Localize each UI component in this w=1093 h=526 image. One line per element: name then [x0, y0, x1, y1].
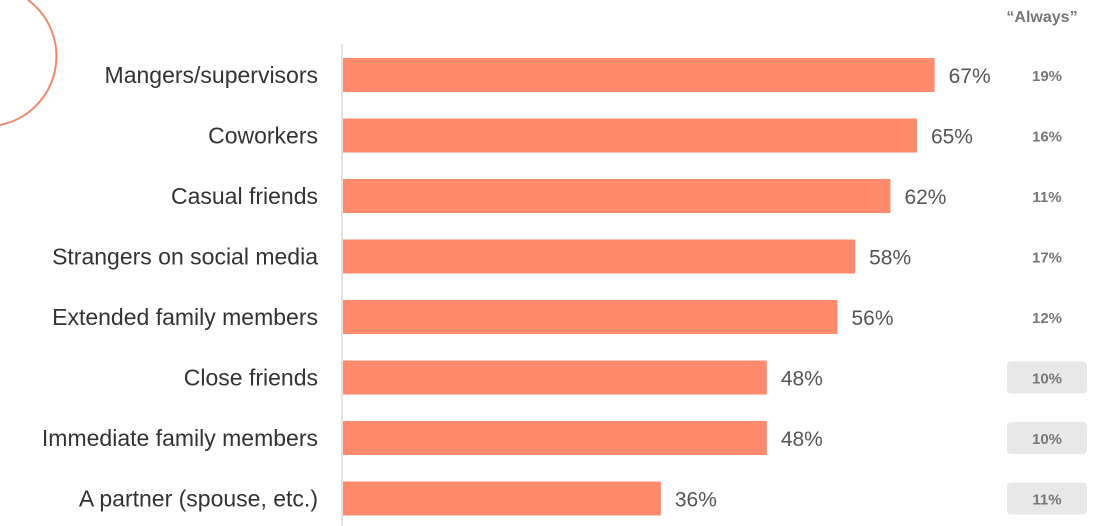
category-label: A partner (spouse, etc.) [79, 486, 318, 512]
always-value-highlight [1007, 422, 1087, 454]
always-value-label: 12% [1032, 310, 1062, 327]
always-value-label: 11% [1032, 189, 1061, 206]
always-column-header: “Always” [1006, 9, 1077, 26]
bar-value-label: 48% [781, 368, 823, 391]
bar-value-label: 36% [675, 489, 717, 512]
always-value-highlight [1007, 482, 1087, 515]
always-value-label: 10% [1032, 371, 1062, 388]
chart-rows: Mangers/supervisors 67% 19% Coworkers 65% 16%… [42, 58, 1087, 516]
bar [343, 118, 917, 153]
bar-value-label: 58% [869, 247, 911, 270]
bar [343, 421, 767, 455]
chart-row: Casual friends 62% 11% [171, 179, 1062, 213]
always-value-label: 17% [1032, 250, 1062, 267]
bar-value-label: 56% [851, 307, 893, 330]
chart-row: Extended family members 56% 12% [52, 300, 1062, 334]
bar [343, 179, 891, 213]
chart-row: Immediate family members 48% 10% [42, 421, 1087, 455]
chart-row: Close friends 48% 10% [184, 360, 1087, 395]
category-label: Strangers on social media [52, 244, 318, 270]
category-label: Casual friends [171, 183, 318, 209]
always-value-label: 11% [1032, 492, 1061, 509]
always-value-label: 10% [1032, 431, 1062, 448]
bar [343, 360, 767, 395]
always-value-highlight [1007, 361, 1087, 394]
category-label: Extended family members [52, 304, 318, 330]
chart-row: A partner (spouse, etc.) 36% 11% [79, 481, 1087, 516]
chart-row: Coworkers 65% 16% [208, 118, 1062, 153]
category-label: Close friends [184, 365, 318, 391]
bar-value-label: 62% [904, 186, 946, 209]
category-label: Immediate family members [42, 425, 318, 451]
bar [343, 481, 661, 516]
category-label: Mangers/supervisors [105, 62, 318, 88]
category-label: Coworkers [208, 123, 318, 149]
bar [343, 300, 838, 334]
bar-value-label: 65% [931, 126, 973, 149]
decorative-arc [0, 0, 58, 126]
chart-row: Mangers/supervisors 67% 19% [105, 58, 1062, 92]
bar-value-label: 67% [949, 65, 991, 88]
always-value-label: 19% [1032, 68, 1062, 85]
bar-value-label: 48% [781, 428, 823, 451]
bar [343, 58, 935, 92]
always-value-label: 16% [1032, 129, 1062, 146]
bar [343, 239, 856, 274]
chart-row: Strangers on social media 58% 17% [52, 239, 1062, 274]
